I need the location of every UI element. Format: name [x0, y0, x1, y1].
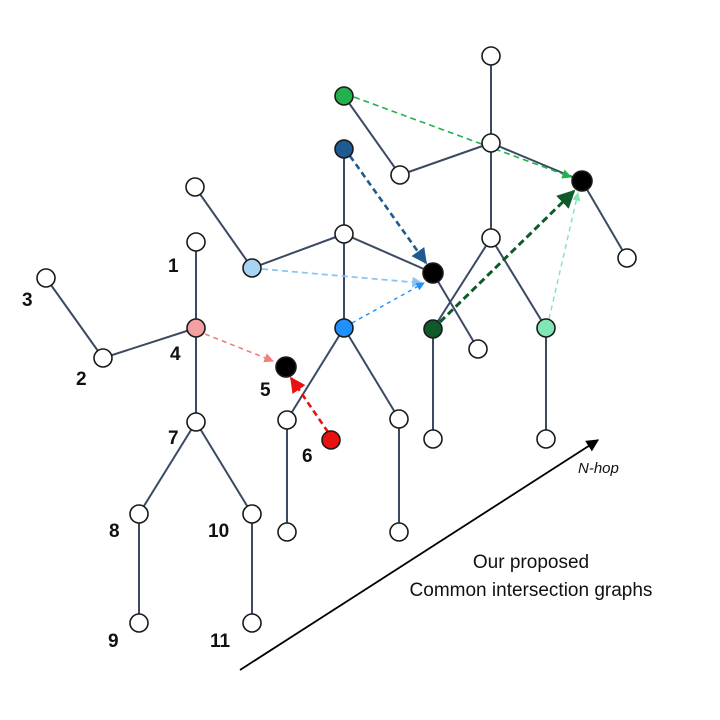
skeleton-2-edges: [194, 149, 434, 532]
node-label-3: 3: [22, 290, 33, 311]
edge: [343, 233, 434, 274]
joint-node-1: [186, 232, 206, 252]
node-labels: 1 2 3 4 5 6 7 8 9 10 11: [22, 256, 313, 652]
joint-node: [334, 224, 354, 244]
joint-node: [536, 429, 556, 449]
joint-node-green: [334, 86, 354, 106]
joint-node: [481, 228, 501, 248]
n-hop-arrow: [239, 439, 600, 671]
node-label-9: 9: [108, 631, 119, 652]
node-label-10: 10: [208, 521, 229, 542]
node-label-2: 2: [76, 369, 87, 390]
joint-node: [468, 339, 488, 359]
node-label-6: 6: [302, 446, 313, 467]
node-label-1: 1: [168, 256, 179, 277]
joint-node-dark-green: [423, 319, 443, 339]
node-label-5: 5: [260, 380, 271, 401]
edge: [194, 186, 253, 269]
edge: [102, 327, 197, 359]
joint-node-target: [422, 262, 444, 284]
caption-line-2: Common intersection graphs: [410, 580, 653, 601]
edge: [251, 233, 345, 269]
joint-node-mint: [536, 318, 556, 338]
joint-node-target: [571, 170, 593, 192]
joint-node: [277, 522, 297, 542]
skeleton-1-nodes: [36, 232, 341, 633]
joint-node-11: [242, 613, 262, 633]
joint-node: [390, 165, 410, 185]
skeleton-1-edges: [45, 242, 253, 623]
joint-node-3: [36, 268, 56, 288]
arrow-blue: [351, 282, 425, 324]
edge: [490, 142, 583, 182]
skeleton-3-nodes: [334, 46, 637, 449]
edge: [195, 421, 253, 515]
arrow-dark-green: [438, 189, 576, 324]
joint-node: [277, 410, 297, 430]
joint-node-10: [242, 504, 262, 524]
joint-node-9: [129, 613, 149, 633]
node-label-11: 11: [210, 631, 231, 652]
edge: [399, 142, 492, 176]
n-hop-label: N-hop: [578, 460, 619, 477]
arrows: [204, 96, 581, 433]
node-label-7: 7: [168, 428, 179, 449]
edge: [45, 277, 104, 359]
joint-node-5: [275, 356, 297, 378]
arrow-pink: [204, 333, 274, 363]
joint-node: [617, 248, 637, 268]
joint-node: [481, 133, 501, 153]
joint-node-8: [129, 504, 149, 524]
node-label-4: 4: [170, 344, 181, 365]
joint-node: [481, 46, 501, 66]
edge: [490, 237, 547, 329]
joint-node-light-blue: [242, 258, 262, 278]
joint-node: [389, 522, 409, 542]
joint-node-6: [321, 430, 341, 450]
arrow-light-blue: [261, 268, 424, 288]
joint-node-dark-blue: [334, 139, 354, 159]
skeleton-2-nodes: [185, 139, 444, 542]
arrow-green: [353, 96, 572, 179]
edge: [432, 272, 479, 350]
edge: [286, 327, 345, 421]
edge: [138, 421, 197, 515]
edge: [432, 237, 492, 330]
arrow-mint: [548, 192, 581, 320]
arrow-dark-blue: [348, 155, 428, 265]
joint-node-blue: [334, 318, 354, 338]
joint-node-7: [186, 412, 206, 432]
joint-node: [423, 429, 443, 449]
node-label-8: 8: [109, 521, 120, 542]
arrow-red: [289, 376, 330, 433]
joint-node: [185, 177, 205, 197]
joint-node-4: [186, 318, 206, 338]
skeleton-3-edges: [343, 56, 628, 439]
edge: [581, 180, 628, 259]
caption-line-1: Our proposed: [473, 552, 589, 573]
joint-node: [389, 409, 409, 429]
edge: [343, 95, 401, 176]
joint-node-2: [93, 348, 113, 368]
edge: [343, 327, 400, 420]
